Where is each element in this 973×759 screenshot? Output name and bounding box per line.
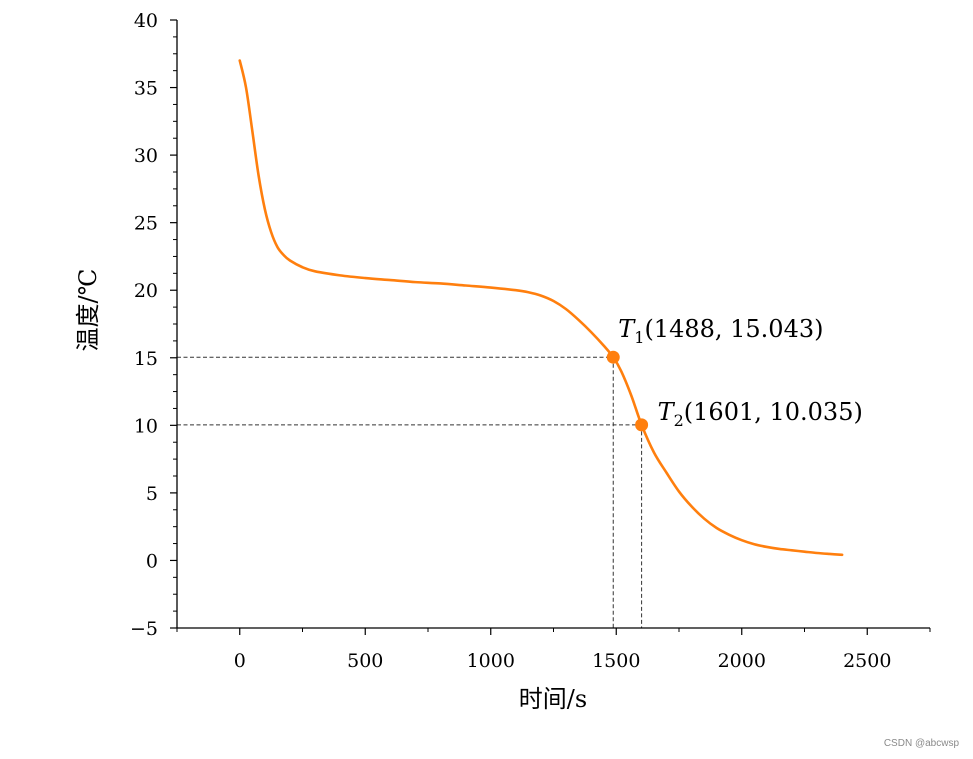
series-layer: [238, 59, 844, 557]
x-tick-label: 1500: [592, 650, 640, 672]
y-tick-label: 5: [146, 483, 158, 505]
x-tick-label: 0: [234, 650, 246, 672]
y-tick-label: 20: [134, 280, 158, 302]
y-tick-label: 40: [134, 10, 158, 32]
point-annotation: T1(1488, 15.043): [618, 315, 823, 347]
y-tick-label: 0: [146, 550, 158, 572]
y-tick-label: 30: [134, 145, 158, 167]
y-tick-label: −5: [130, 618, 158, 640]
series-line: [238, 59, 844, 557]
y-tick-label: 15: [134, 348, 158, 370]
x-tick-label: 2500: [843, 650, 891, 672]
x-tick-label: 1000: [467, 650, 515, 672]
y-tick-label: 35: [134, 78, 158, 100]
data-point-marker: [635, 418, 649, 432]
x-axis-title: 时间/s: [519, 685, 587, 713]
x-tick-label: 2000: [718, 650, 766, 672]
y-axis-title: 温度/℃: [74, 269, 102, 352]
x-tick-label: 500: [347, 650, 383, 672]
guide-lines-layer: [177, 356, 643, 628]
y-tick-label: 10: [134, 415, 158, 437]
annotations-layer: T1(1488, 15.043) T2(1601, 10.035): [618, 315, 863, 430]
y-tick-label: 25: [134, 213, 158, 235]
watermark: CSDN @abcwsp: [883, 738, 959, 749]
data-point-marker: [606, 350, 620, 364]
labels-layer: 时间/s 温度/℃: [74, 269, 587, 713]
points-layer: [606, 350, 649, 432]
ticks-layer: 0 500 1000 1500 2000 2500 −5 0 5 10 15 20 25 30 35 40: [130, 10, 931, 672]
point-annotation: T2(1601, 10.035): [658, 398, 863, 430]
